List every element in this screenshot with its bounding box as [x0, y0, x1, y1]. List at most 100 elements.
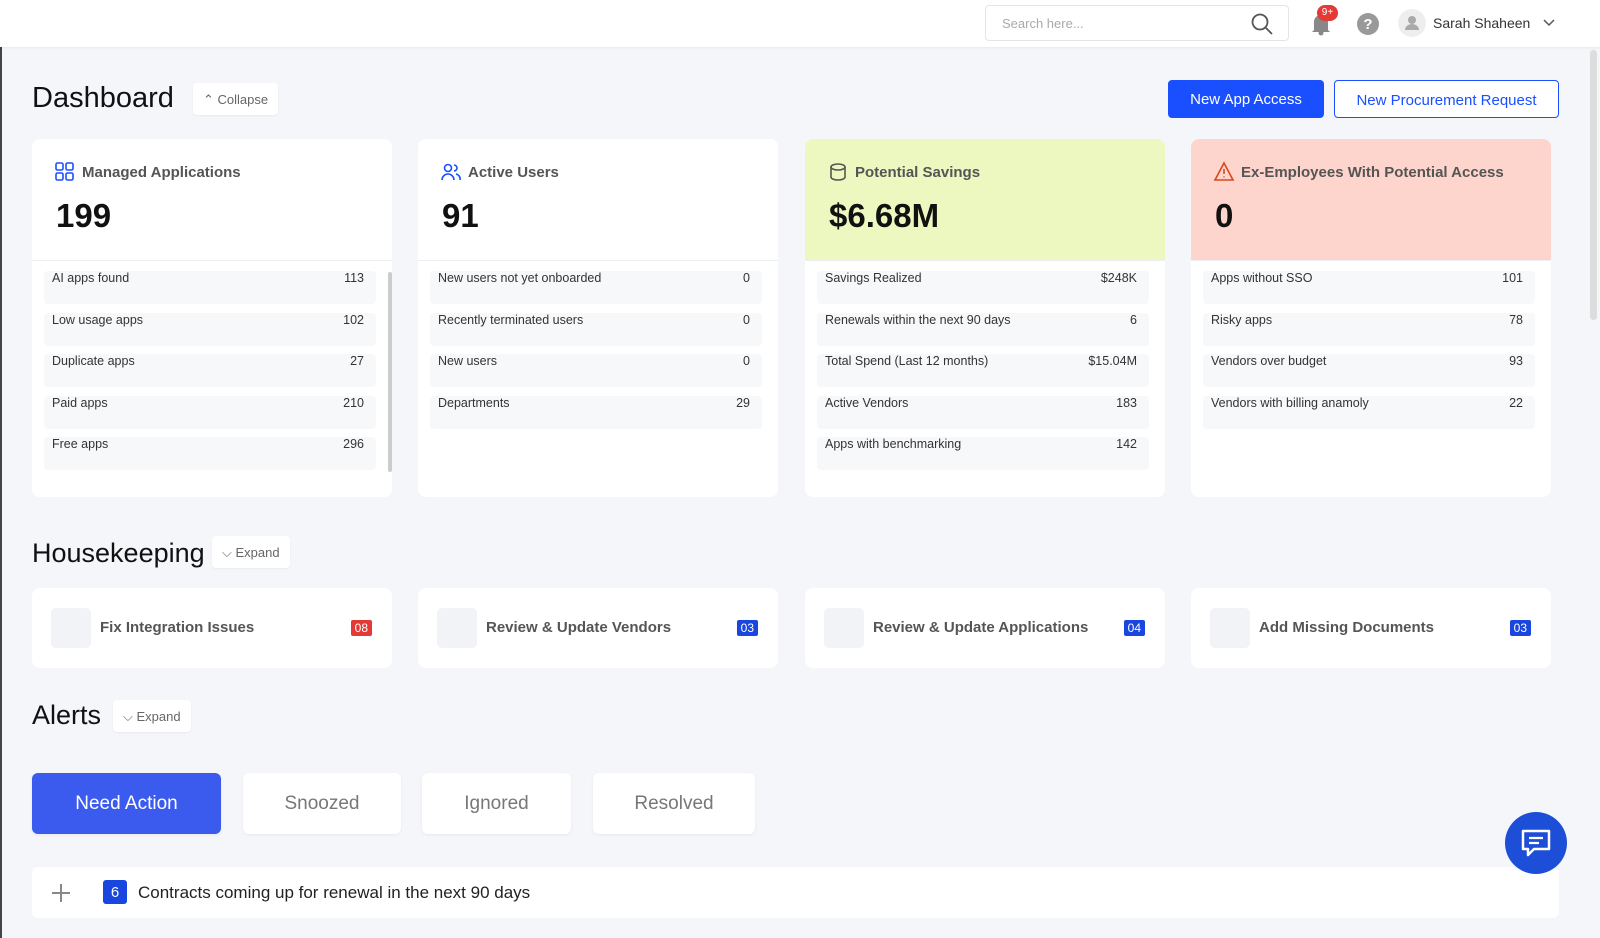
- user-name[interactable]: Sarah Shaheen: [1433, 15, 1531, 31]
- alert-row[interactable]: 6 Contracts coming up for renewal in the…: [32, 867, 1559, 918]
- row-label: Vendors with billing anamoly: [1211, 395, 1369, 410]
- svg-text:?: ?: [1363, 16, 1372, 33]
- scrollbar: [1590, 50, 1597, 320]
- row-label: AI apps found: [52, 271, 130, 285]
- card-title: Ex-Employees With Potential Access: [1241, 164, 1504, 181]
- card-header: Managed Applications 199: [32, 139, 392, 261]
- plus-icon[interactable]: [51, 883, 71, 903]
- chevron[interactable]: [1543, 18, 1555, 28]
- toggle-label[interactable]: Collapse: [217, 92, 269, 107]
- chat-button[interactable]: [1505, 812, 1567, 874]
- metric-row[interactable]: Recently terminated users 0: [430, 312, 762, 346]
- metric-row[interactable]: Apps with benchmarking 142: [817, 437, 1149, 470]
- row-label: New users not yet onboarded: [438, 271, 602, 285]
- item-count: 08: [350, 620, 372, 636]
- row-value: 0: [743, 271, 750, 285]
- metric-row[interactable]: Vendors over budget 93: [1203, 354, 1535, 387]
- row-label: Paid apps: [52, 395, 108, 410]
- alert-text: Contracts coming up for renewal in the n…: [138, 883, 531, 902]
- metric-row[interactable]: Departments 29: [430, 395, 762, 429]
- toggle-label[interactable]: Expand: [235, 545, 280, 560]
- search-box[interactable]: Search here...: [985, 5, 1289, 41]
- secondary-button[interactable]: New Procurement Request: [1334, 80, 1559, 118]
- alert-tab[interactable]: Need Action: [32, 773, 221, 834]
- row-value: 27: [350, 354, 364, 368]
- item-label: Review & Update Applications: [873, 619, 1089, 636]
- row-label: Active Vendors: [825, 395, 909, 410]
- metric-row[interactable]: Free apps 296: [44, 437, 376, 470]
- row-value: 102: [343, 312, 364, 327]
- expand-toggle[interactable]: ⌵ Expand: [212, 536, 290, 568]
- metric-row[interactable]: Low usage apps 102: [44, 312, 376, 346]
- primary-button[interactable]: New App Access: [1168, 80, 1324, 118]
- alert-tab[interactable]: Resolved: [593, 773, 755, 834]
- card-value: 91: [442, 197, 479, 234]
- card-value: $6.68M: [829, 197, 940, 234]
- item-label: Fix Integration Issues: [100, 619, 255, 636]
- housekeeping-card[interactable]: Review & Update Vendors 03: [418, 588, 778, 668]
- expand-toggle[interactable]: ⌵ Expand: [113, 700, 191, 732]
- row-label: Low usage apps: [52, 312, 144, 327]
- row-value: 22: [1509, 395, 1523, 410]
- metric-row[interactable]: Active Vendors 183: [817, 395, 1149, 429]
- avatar[interactable]: [1397, 8, 1427, 38]
- row-value: 210: [343, 395, 364, 410]
- metric-row[interactable]: Duplicate apps 27: [44, 354, 376, 387]
- item-icon: [51, 608, 91, 648]
- notification-badge: 9+: [1317, 5, 1338, 21]
- row-label: Total Spend (Last 12 months): [825, 354, 989, 368]
- help-icon[interactable]: ?: [1356, 12, 1380, 36]
- row-label: Apps without SSO: [1211, 271, 1313, 285]
- row-value: 101: [1502, 271, 1523, 285]
- search-icon[interactable]: [1250, 12, 1274, 36]
- toggle-label[interactable]: Expand: [136, 709, 181, 724]
- alert-tab[interactable]: Ignored: [422, 773, 571, 834]
- card-icon: [441, 163, 461, 181]
- housekeeping-card[interactable]: Add Missing Documents 03: [1191, 588, 1551, 668]
- metric-card[interactable]: Ex-Employees With Potential Access 0 Apps …: [1191, 139, 1551, 497]
- metric-row[interactable]: Apps without SSO 101: [1203, 271, 1535, 304]
- collapse-toggle[interactable]: ⌃ Collapse: [193, 83, 279, 115]
- metric-row[interactable]: Savings Realized $248K: [817, 271, 1149, 304]
- section-title: Housekeeping: [32, 538, 205, 568]
- row-label: Recently terminated users: [438, 312, 584, 327]
- housekeeping-card[interactable]: Fix Integration Issues 08: [32, 588, 392, 668]
- card-header: Active Users 91: [418, 139, 778, 261]
- section-title: Alerts: [32, 700, 102, 730]
- row-label: Apps with benchmarking: [825, 437, 962, 451]
- metric-row[interactable]: AI apps found 113: [44, 271, 376, 304]
- metric-row[interactable]: Vendors with billing anamoly 22: [1203, 395, 1535, 429]
- item-count: 03: [1509, 620, 1531, 636]
- metric-row[interactable]: Total Spend (Last 12 months) $15.04M: [817, 354, 1149, 387]
- row-value: 6: [1130, 312, 1137, 327]
- row-label: Departments: [438, 395, 510, 410]
- row-label: Duplicate apps: [52, 354, 135, 368]
- item-count: 04: [1123, 620, 1145, 636]
- metric-row[interactable]: Paid apps 210: [44, 395, 376, 429]
- item-count: 03: [736, 620, 758, 636]
- row-label: Risky apps: [1211, 312, 1273, 327]
- metric-card[interactable]: Managed Applications 199 AI apps found 113 L…: [32, 139, 392, 497]
- card-title: Active Users: [468, 164, 559, 181]
- housekeeping-card[interactable]: Review & Update Applications 04: [805, 588, 1165, 668]
- metric-row[interactable]: New users not yet onboarded 0: [430, 271, 762, 304]
- metric-row[interactable]: Renewals within the next 90 days 6: [817, 312, 1149, 346]
- row-value: 0: [743, 354, 750, 368]
- item-icon: [437, 608, 477, 648]
- metric-row[interactable]: New users 0: [430, 354, 762, 387]
- metric-card[interactable]: Potential Savings $6.68M Savings Realized $…: [805, 139, 1165, 497]
- card-header: Potential Savings $6.68M: [805, 139, 1165, 261]
- section-title: Dashboard: [32, 82, 174, 114]
- row-label: Savings Realized: [825, 271, 922, 285]
- metric-row[interactable]: Risky apps 78: [1203, 312, 1535, 346]
- alert-tab[interactable]: Snoozed: [243, 773, 401, 834]
- row-label: Free apps: [52, 437, 109, 451]
- item-icon: [1210, 608, 1250, 648]
- row-value: 296: [343, 437, 364, 451]
- card-title: Potential Savings: [855, 164, 981, 181]
- metric-card[interactable]: Active Users 91 New users not yet onboarde…: [418, 139, 778, 497]
- row-label: Renewals within the next 90 days: [825, 312, 1011, 327]
- row-label: New users: [438, 354, 498, 368]
- card-value: 199: [56, 197, 112, 234]
